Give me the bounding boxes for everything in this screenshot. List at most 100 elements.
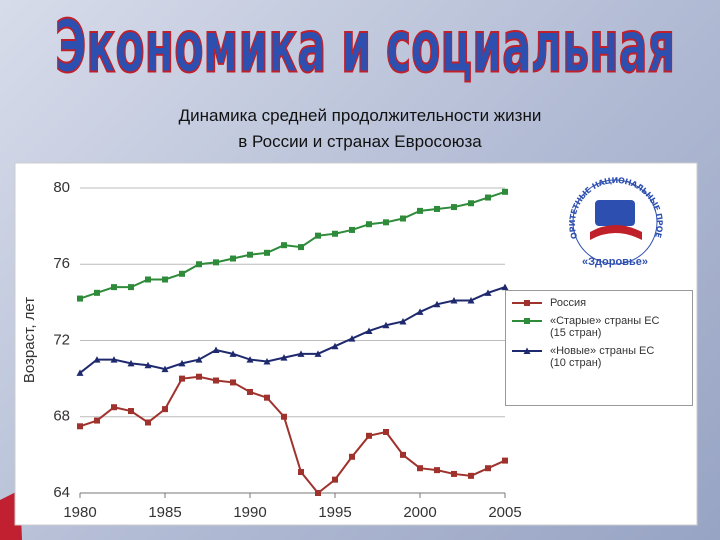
data-point xyxy=(297,350,305,357)
data-point xyxy=(400,215,406,222)
data-point xyxy=(281,242,287,249)
data-point xyxy=(383,429,389,435)
data-point xyxy=(434,205,440,212)
data-point xyxy=(451,204,457,211)
data-point xyxy=(298,469,304,476)
data-point xyxy=(196,261,202,268)
data-point xyxy=(144,361,152,369)
data-point xyxy=(315,490,321,496)
data-point xyxy=(111,404,117,411)
data-point xyxy=(280,354,288,361)
data-point xyxy=(366,221,372,228)
data-point xyxy=(264,249,270,256)
data-point xyxy=(76,369,84,376)
data-point xyxy=(161,365,169,373)
data-point xyxy=(314,350,322,357)
legend: Россия «Старые» страны ЕС (15 стран) «Новы… xyxy=(505,290,693,406)
chart-title: Динамика средней продолжительности жизни xyxy=(178,106,542,125)
data-point xyxy=(93,356,101,363)
x-tick-label: 2000 xyxy=(403,504,436,521)
data-point xyxy=(451,470,457,477)
data-point xyxy=(196,373,202,380)
logo-text: «Здоровье» xyxy=(582,256,648,268)
data-point xyxy=(179,375,185,382)
data-point xyxy=(145,276,151,283)
data-point xyxy=(450,296,458,304)
legend-entry: Россия xyxy=(510,297,688,309)
data-point xyxy=(213,377,219,384)
data-point xyxy=(247,251,253,258)
x-tick-label: 1990 xyxy=(233,504,266,521)
legend-marker xyxy=(524,318,530,324)
x-tick-label: 1995 xyxy=(318,504,351,521)
data-point xyxy=(213,259,219,266)
data-point xyxy=(127,359,135,367)
data-point xyxy=(179,270,185,277)
data-point xyxy=(433,300,441,308)
data-point xyxy=(263,357,271,365)
data-point xyxy=(111,284,117,291)
chart-title: в России и странах Евросоюза xyxy=(238,132,482,151)
slide-heading: Экономика и социальная xyxy=(55,5,675,89)
y-tick-label: 64 xyxy=(53,484,70,501)
legend-entry: «Старые» страны ЕС (15 стран) xyxy=(510,315,688,339)
data-point xyxy=(332,230,338,237)
data-point xyxy=(382,321,390,329)
data-point xyxy=(94,289,100,296)
data-point xyxy=(178,359,186,367)
logo-shape xyxy=(590,225,642,240)
data-point xyxy=(230,255,236,262)
y-tick-label: 68 xyxy=(53,408,70,425)
data-point xyxy=(417,207,423,214)
y-tick-label: 72 xyxy=(53,331,70,348)
data-point xyxy=(247,388,253,395)
data-point xyxy=(417,465,423,472)
data-point xyxy=(331,342,339,350)
data-point xyxy=(349,226,355,233)
data-point xyxy=(365,327,373,334)
data-point xyxy=(94,417,100,424)
data-point xyxy=(162,406,168,413)
data-point xyxy=(366,432,372,439)
data-point xyxy=(484,289,492,296)
data-point xyxy=(230,379,236,386)
data-point xyxy=(264,394,270,401)
data-point xyxy=(485,194,491,201)
legend-swatch xyxy=(512,318,542,324)
data-point xyxy=(468,472,474,479)
data-point xyxy=(77,423,83,430)
data-point xyxy=(502,188,508,195)
logo-shape xyxy=(595,200,635,226)
legend-label: «Новые» страны ЕС (10 стран) xyxy=(550,345,655,369)
series-line xyxy=(79,286,506,374)
data-point xyxy=(110,356,118,363)
x-tick-label: 1980 xyxy=(63,504,96,521)
data-point xyxy=(416,308,424,315)
data-point xyxy=(195,356,203,363)
data-point xyxy=(162,276,168,283)
data-point xyxy=(212,346,220,354)
legend-swatch xyxy=(512,300,542,306)
data-point xyxy=(501,283,509,291)
data-point xyxy=(349,453,355,460)
legend-label: «Старые» страны ЕС (15 стран) xyxy=(550,315,660,339)
legend-swatch xyxy=(512,347,542,354)
data-point xyxy=(229,350,237,357)
legend-entry: «Новые» страны ЕС (10 стран) xyxy=(510,345,688,369)
legend-marker xyxy=(524,300,530,306)
legend-label: Россия xyxy=(550,297,587,309)
data-point xyxy=(348,335,356,342)
data-point xyxy=(246,356,254,363)
data-point xyxy=(128,408,134,415)
data-point xyxy=(281,413,287,420)
data-point xyxy=(383,219,389,226)
data-point xyxy=(332,476,338,483)
data-point xyxy=(315,232,321,239)
y-tick-label: 80 xyxy=(53,179,70,196)
x-tick-label: 2005 xyxy=(488,504,521,521)
data-point xyxy=(400,451,406,458)
data-point xyxy=(128,284,134,291)
data-point xyxy=(467,296,475,304)
